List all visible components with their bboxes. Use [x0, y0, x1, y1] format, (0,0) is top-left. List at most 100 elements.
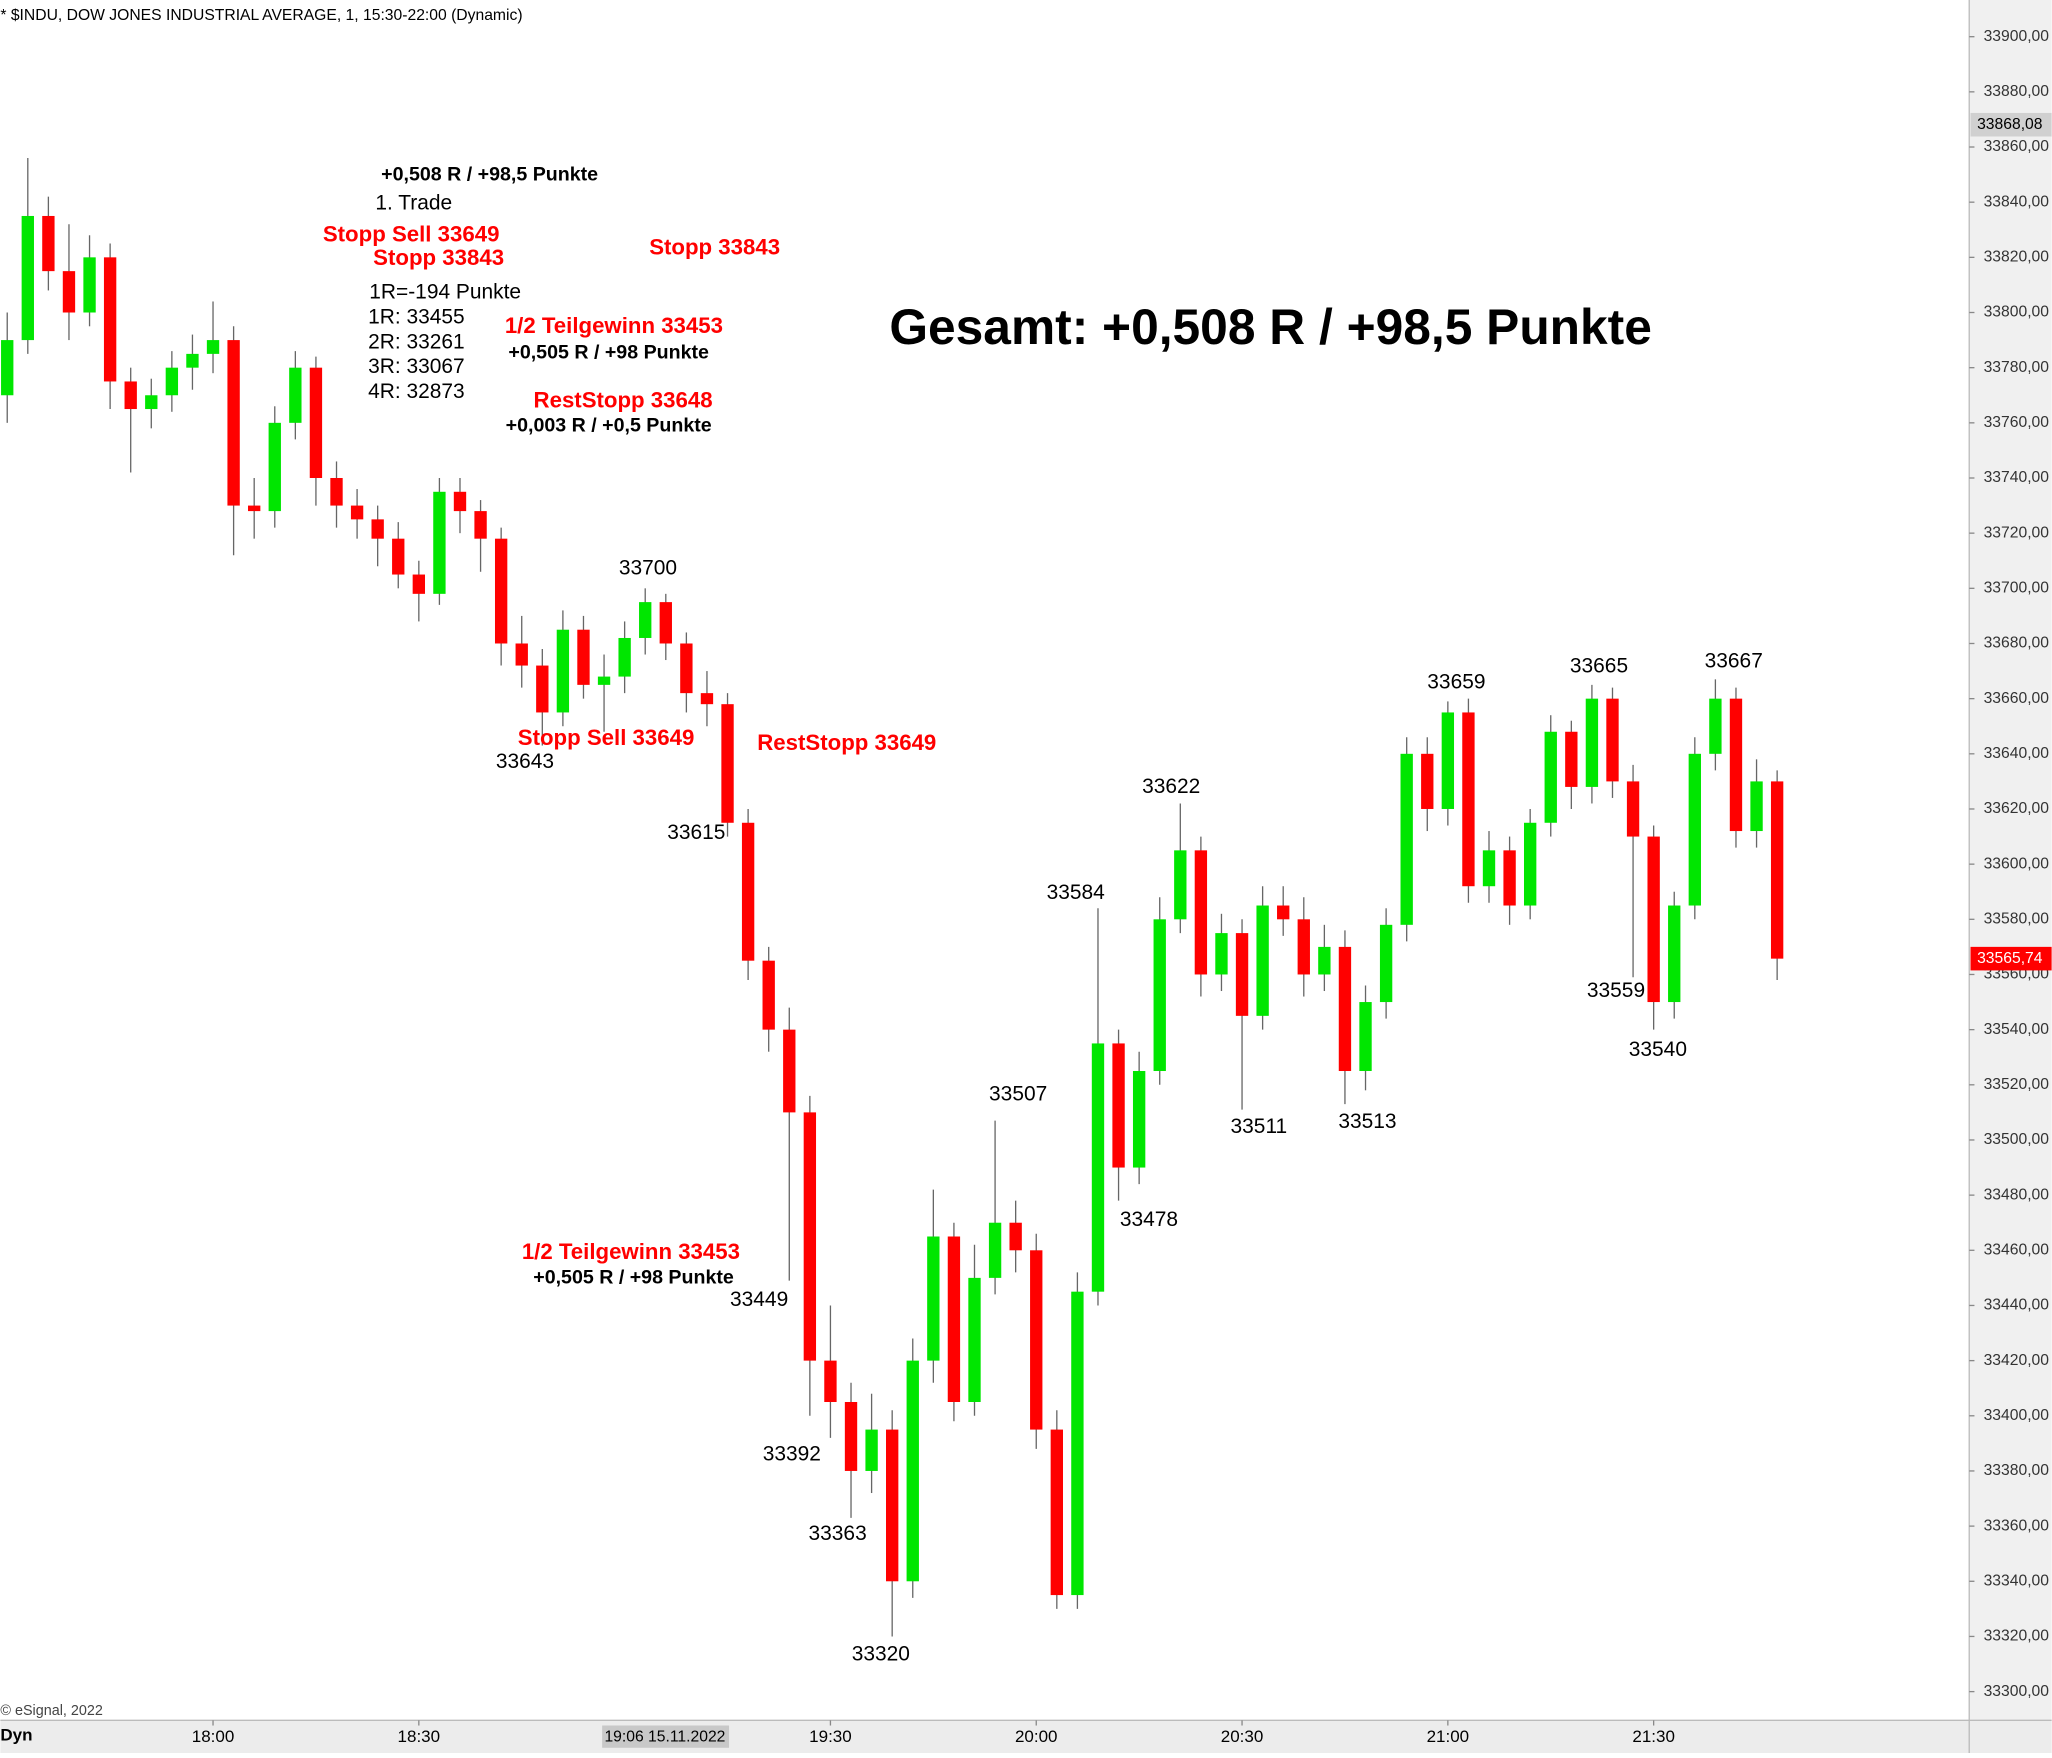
annotation: 33700: [619, 557, 677, 580]
y-tick-label: 33700,00: [1984, 579, 2050, 596]
candle-body: [1729, 698, 1743, 832]
annotation: 33659: [1427, 670, 1485, 693]
annotation: 1. Trade: [375, 192, 452, 215]
candle-body: [1091, 1043, 1105, 1292]
copyright: © eSignal, 2022: [0, 1703, 103, 1719]
y-tick-label: 33820,00: [1984, 248, 2050, 265]
y-tick-label: 33300,00: [1984, 1683, 2050, 1700]
y-tick-label: 33880,00: [1984, 83, 2050, 100]
annotation: Stopp 33843: [373, 245, 504, 270]
candle-body: [1174, 850, 1187, 920]
candle-body: [556, 629, 570, 713]
y-tick-label: 33680,00: [1984, 635, 2050, 652]
candle-body: [62, 271, 76, 313]
candle-body: [453, 491, 467, 512]
candle-body: [1338, 946, 1352, 1072]
candle-body: [1379, 924, 1393, 1003]
chart-title: * $INDU, DOW JONES INDUSTRIAL AVERAGE, 1…: [0, 7, 522, 24]
candle-body: [330, 477, 343, 506]
annotation: 33511: [1231, 1115, 1288, 1138]
mode-label[interactable]: Dyn: [0, 1725, 32, 1744]
y-tick-label: 33580,00: [1984, 910, 2050, 927]
annotation: Stopp 33843: [649, 234, 780, 259]
candle-body: [968, 1277, 981, 1402]
candle-body: [1256, 905, 1269, 1016]
x-tick-label: 18:30: [398, 1727, 441, 1746]
annotation: +0,508 R / +98,5 Punkte: [381, 163, 598, 185]
candle-body: [474, 511, 487, 539]
candle-body: [1523, 822, 1537, 906]
x-axis-panel: [0, 1720, 2052, 1753]
candle-body: [1647, 836, 1660, 1003]
candle-body: [639, 602, 652, 638]
x-tick-label: 21:30: [1632, 1727, 1675, 1746]
candle-body: [741, 822, 755, 961]
candle-body: [700, 693, 714, 705]
annotation: Gesamt: +0,508 R / +98,5 Punkte: [889, 299, 1652, 355]
candle-body: [1112, 1043, 1125, 1168]
candle-body: [206, 340, 220, 354]
y-tick-label: 33320,00: [1984, 1628, 2050, 1645]
candle-body: [186, 353, 199, 368]
y-tick-label: 33520,00: [1984, 1076, 2050, 1093]
candle-body: [248, 505, 261, 512]
annotation: 33615: [667, 821, 725, 844]
annotation: 4R: 32873: [368, 380, 465, 403]
candle-body: [1709, 698, 1722, 754]
y-tick-label: 33460,00: [1984, 1241, 2050, 1258]
candle-body: [947, 1236, 961, 1402]
y-tick-label: 33380,00: [1984, 1462, 2050, 1479]
candle-body: [536, 665, 549, 713]
candle-body: [762, 960, 775, 1030]
crosshair-box: [602, 1725, 730, 1748]
candle-body: [103, 257, 117, 382]
annotation: 33513: [1338, 1110, 1396, 1133]
candle-body: [1132, 1071, 1146, 1168]
candle-body: [1050, 1429, 1063, 1596]
annotation: 33667: [1705, 649, 1763, 672]
annotation: 1R: 33455: [368, 305, 465, 328]
candle-body: [1297, 919, 1310, 975]
annotation: 33540: [1629, 1038, 1687, 1061]
annotation: RestStopp 33648: [534, 387, 713, 412]
candle-body: [165, 367, 179, 396]
candle-body: [597, 676, 611, 685]
x-tick-label: 18:00: [192, 1727, 235, 1746]
candle-body: [680, 643, 693, 694]
candle-body: [659, 602, 672, 644]
candle-body: [371, 519, 384, 539]
candle-body: [1668, 905, 1681, 1003]
candle-body: [289, 367, 302, 423]
y-tick-label: 33740,00: [1984, 469, 2050, 486]
candle-body: [268, 422, 281, 512]
y-tick-label: 33620,00: [1984, 800, 2050, 817]
candle-body: [886, 1429, 899, 1582]
candle-body: [1359, 1002, 1372, 1072]
candle-body: [1441, 712, 1455, 809]
candle-body: [1482, 850, 1496, 887]
candle-body: [1235, 933, 1249, 1016]
candle-body: [1194, 850, 1208, 975]
y-tick-label: 33420,00: [1984, 1352, 2050, 1369]
candle-body: [1071, 1291, 1084, 1596]
candle-body: [1626, 781, 1640, 837]
candle-body: [1215, 933, 1228, 975]
y-tick-label: 33600,00: [1984, 855, 2050, 872]
annotation: +0,505 R / +98 Punkte: [533, 1266, 734, 1288]
candle-body: [906, 1360, 919, 1582]
annotation: 1/2 Teilgewinn 33453: [505, 313, 723, 338]
annotation: 33665: [1570, 655, 1628, 678]
x-tick-label: 21:00: [1427, 1727, 1470, 1746]
candle-body: [1503, 850, 1516, 906]
candle-body: [392, 538, 405, 575]
candle-body: [145, 395, 158, 410]
candle-body: [844, 1401, 858, 1471]
candle-body: [83, 257, 96, 313]
candle-body: [494, 538, 508, 644]
annotation: 33622: [1142, 775, 1200, 798]
candle-body: [721, 704, 734, 823]
price-marker: [1970, 946, 2052, 971]
y-tick-label: 33780,00: [1984, 359, 2050, 376]
annotation: 1R=-194 Punkte: [369, 281, 521, 304]
